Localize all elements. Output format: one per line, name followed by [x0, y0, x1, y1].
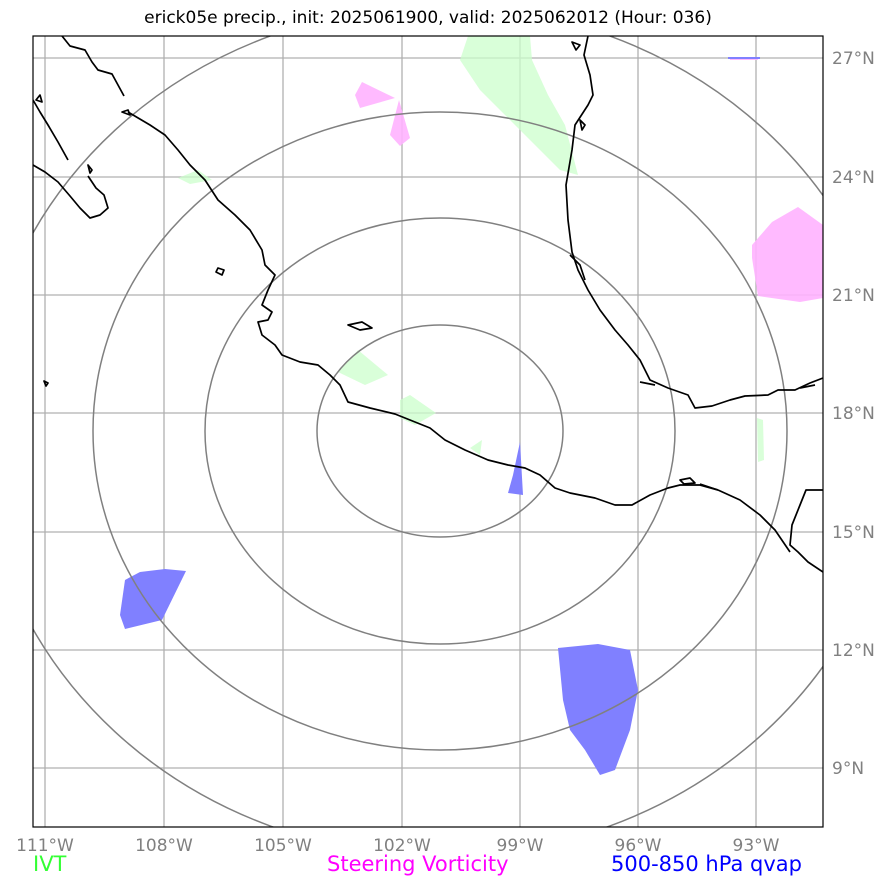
coastlines [33, 36, 823, 573]
gridlines [33, 36, 823, 827]
qvap-areas [120, 57, 760, 775]
x-tick-label: 102°W [373, 836, 431, 856]
vorticity-areas [355, 57, 823, 302]
y-tick-label: 24°N [832, 168, 875, 188]
y-tick-label: 18°N [832, 404, 875, 424]
range-rings [33, 36, 823, 827]
y-tick-label: 15°N [832, 523, 875, 543]
ivt-areas [178, 36, 764, 462]
legend-qvap: 500-850 hPa qvap [611, 852, 802, 876]
x-tick-label: 99°W [497, 836, 544, 856]
y-tick-label: 21°N [832, 286, 875, 306]
y-tick-labels: 27°N 24°N 21°N 18°N 15°N 12°N 9°N [832, 49, 875, 779]
y-tick-label: 9°N [832, 759, 864, 779]
x-tick-label: 96°W [615, 836, 662, 856]
legend-ivt: IVT [33, 852, 67, 876]
x-tick-label: 93°W [733, 836, 780, 856]
x-tick-label: 105°W [254, 836, 312, 856]
legend-steering-vorticity: Steering Vorticity [327, 852, 509, 876]
plot-frame [32, 35, 824, 828]
x-tick-label: 108°W [135, 836, 193, 856]
y-tick-label: 12°N [832, 641, 875, 661]
y-tick-label: 27°N [832, 49, 875, 69]
x-tick-labels: 111°W 108°W 105°W 102°W 99°W 96°W 93°W [16, 836, 780, 856]
map-title: erick05e precip., init: 2025061900, vali… [144, 8, 712, 28]
x-tick-label: 111°W [16, 836, 74, 856]
